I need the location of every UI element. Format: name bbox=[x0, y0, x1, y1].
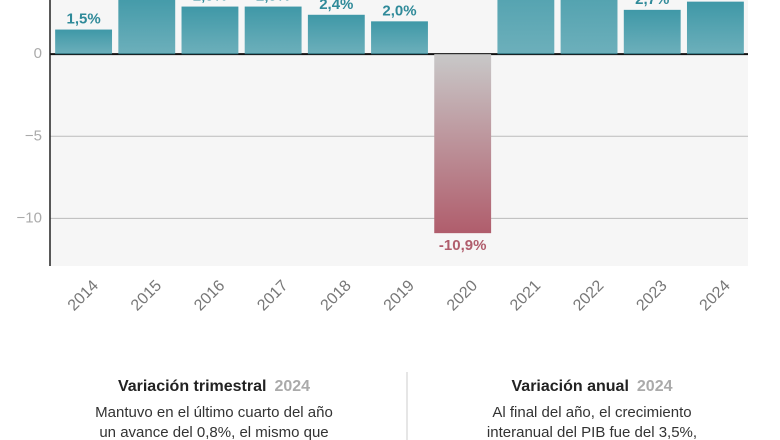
bar bbox=[307, 14, 365, 55]
bar bbox=[560, 0, 618, 55]
bar bbox=[434, 54, 492, 234]
panel-text: un avance del 0,8%, el mismo que bbox=[99, 424, 328, 440]
x-tick-label: 2021 bbox=[507, 277, 544, 314]
panel-title-text: Variación trimestral bbox=[118, 378, 267, 395]
value-label: 1,5% bbox=[66, 11, 100, 28]
bar bbox=[181, 6, 239, 55]
bar bbox=[55, 29, 113, 55]
x-tick-label: 2023 bbox=[633, 277, 670, 314]
x-tick-label: 2020 bbox=[444, 277, 481, 314]
x-tick-label: 2018 bbox=[318, 277, 355, 314]
value-label: 2,9% bbox=[256, 0, 290, 5]
value-label: 2,9% bbox=[193, 0, 227, 5]
x-tick-label: 2014 bbox=[65, 277, 102, 314]
panel-text: Al final del año, el crecimiento bbox=[492, 404, 691, 421]
panel-title: Variación anual 2024 bbox=[512, 378, 673, 395]
panel-title: Variación trimestral 2024 bbox=[118, 378, 310, 395]
panel-text: interanual del PIB fue del 3,5%, bbox=[487, 424, 697, 440]
value-label: 2,4% bbox=[319, 0, 353, 13]
x-tick-label: 2024 bbox=[697, 277, 734, 314]
bar bbox=[371, 21, 428, 55]
value-label: 2,0% bbox=[382, 2, 416, 19]
bar bbox=[118, 0, 176, 55]
bar bbox=[686, 1, 744, 55]
value-label: -10,9% bbox=[439, 237, 487, 254]
bar bbox=[497, 0, 555, 55]
bar bbox=[623, 9, 681, 55]
x-tick-label: 2016 bbox=[191, 277, 228, 314]
x-tick-label: 2015 bbox=[128, 277, 165, 314]
y-tick-label: −5 bbox=[25, 127, 42, 144]
y-tick-label: −10 bbox=[17, 209, 42, 226]
panel-year: 2024 bbox=[274, 378, 310, 395]
x-tick-label: 2022 bbox=[570, 277, 607, 314]
panel-title-text: Variación anual bbox=[512, 378, 629, 395]
panel-text: Mantuvo en el último cuarto del año bbox=[95, 404, 333, 421]
value-label: 2,7% bbox=[635, 0, 669, 8]
panel-year: 2024 bbox=[637, 378, 673, 395]
bar bbox=[244, 6, 302, 55]
y-tick-label: 0 bbox=[34, 45, 42, 62]
x-tick-label: 2019 bbox=[381, 277, 418, 314]
x-tick-label: 2017 bbox=[254, 277, 291, 314]
